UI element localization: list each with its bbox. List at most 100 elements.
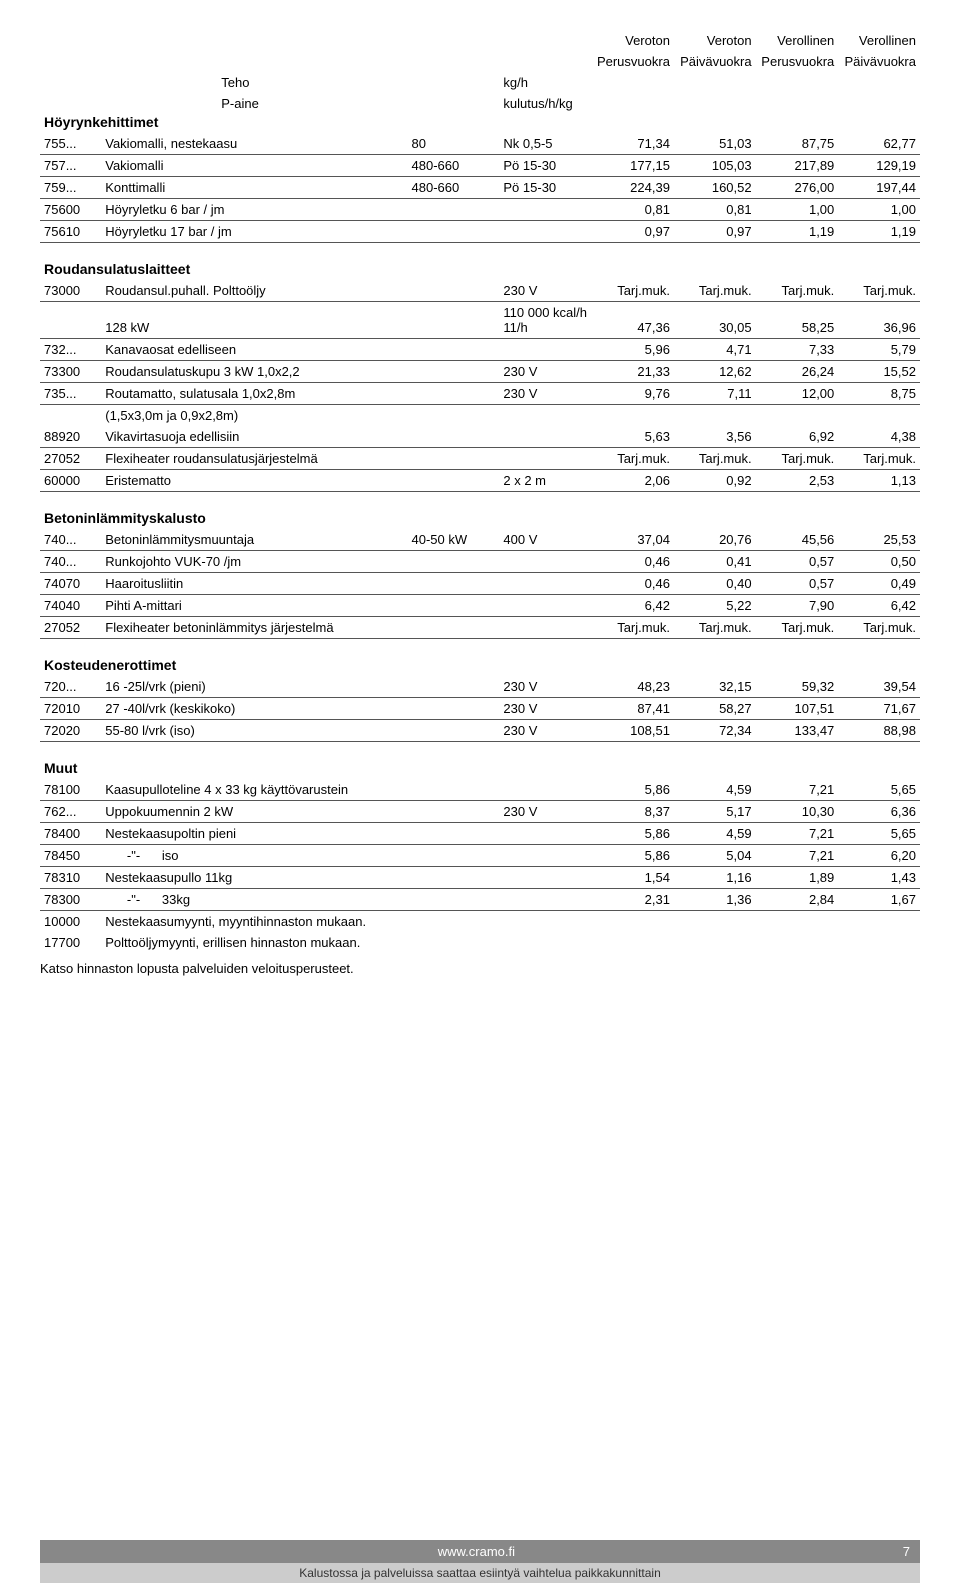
cell-spec2 [499, 823, 591, 845]
cell-spec2 [499, 932, 591, 953]
cell-desc: Nestekaasupoltin pieni [101, 823, 407, 845]
cell-v2: 0,81 [674, 199, 756, 221]
cell-spec1: 80 [408, 133, 500, 155]
cell-spec1 [408, 779, 500, 801]
cell-code: 78300 [40, 889, 101, 911]
cell-v4: 15,52 [838, 361, 920, 383]
cell-desc: Höyryletku 6 bar / jm [101, 199, 407, 221]
cell-v1: 5,96 [591, 339, 674, 361]
cell-v1: 21,33 [591, 361, 674, 383]
cell-v2 [674, 911, 756, 933]
cell-v4: 6,42 [838, 595, 920, 617]
page-footer: www.cramo.fi 7 Kalustossa ja palveluissa… [40, 1540, 920, 1583]
cell-v4: 0,50 [838, 551, 920, 573]
cell-v3: 6,92 [756, 426, 839, 448]
cell-v1 [591, 932, 674, 953]
cell-spec1 [408, 302, 500, 339]
cell-v4: 1,67 [838, 889, 920, 911]
cell-code: 755... [40, 133, 101, 155]
cell-desc: Vikavirtasuoja edellisiin [101, 426, 407, 448]
footer-url: www.cramo.fi [438, 1544, 515, 1559]
cell-spec2: 400 V [499, 529, 591, 551]
cell-v4: 88,98 [838, 720, 920, 742]
cell-spec1 [408, 221, 500, 243]
cell-code: 88920 [40, 426, 101, 448]
cell-spec1 [408, 889, 500, 911]
cell-spec1 [408, 405, 500, 427]
cell-spec2 [499, 911, 591, 933]
cell-v4 [838, 932, 920, 953]
cell-spec1 [408, 720, 500, 742]
table-row: 10000Nestekaasumyynti, myyntihinnaston m… [40, 911, 920, 933]
cell-spec1 [408, 280, 500, 302]
table-row: 7201027 -40l/vrk (keskikoko)230 V87,4158… [40, 698, 920, 720]
cell-spec2: 230 V [499, 801, 591, 823]
table-row: 88920Vikavirtasuoja edellisiin5,633,566,… [40, 426, 920, 448]
cell-v2: Tarj.muk. [674, 617, 756, 639]
cell-v2: 105,03 [674, 155, 756, 177]
cell-v1 [591, 405, 674, 427]
cell-v3: 87,75 [756, 133, 839, 155]
cell-spec1 [408, 867, 500, 889]
cell-v2: 30,05 [674, 302, 756, 339]
cell-v2: 4,71 [674, 339, 756, 361]
table-row: 27052Flexiheater roudansulatusjärjestelm… [40, 448, 920, 470]
cell-v1: 9,76 [591, 383, 674, 405]
table-row: 78450 -"- iso5,865,047,216,20 [40, 845, 920, 867]
cell-v2: 7,11 [674, 383, 756, 405]
cell-v2: Tarj.muk. [674, 448, 756, 470]
cell-spec1 [408, 911, 500, 933]
cell-v3: Tarj.muk. [756, 617, 839, 639]
cell-v2: 3,56 [674, 426, 756, 448]
cell-desc: Vakiomalli, nestekaasu [101, 133, 407, 155]
cell-v1: 0,81 [591, 199, 674, 221]
price-table: Veroton Veroton Verollinen Verollinen Pe… [40, 30, 920, 953]
table-row: 75600Höyryletku 6 bar / jm0,810,811,001,… [40, 199, 920, 221]
cell-spec2: Pö 15-30 [499, 155, 591, 177]
table-row: 78300 -"- 33kg2,311,362,841,67 [40, 889, 920, 911]
cell-spec1 [408, 426, 500, 448]
cell-code: 75600 [40, 199, 101, 221]
cell-code: 762... [40, 801, 101, 823]
cell-spec2: 230 V [499, 280, 591, 302]
footer-note: Katso hinnaston lopusta palveluiden velo… [40, 953, 920, 976]
cell-v4: 6,36 [838, 801, 920, 823]
cell-spec1 [408, 595, 500, 617]
cell-v2: 4,59 [674, 779, 756, 801]
cell-v2: 20,76 [674, 529, 756, 551]
cell-v2: 51,03 [674, 133, 756, 155]
cell-v3: 7,21 [756, 823, 839, 845]
section-title: Kosteudenerottimet [40, 639, 920, 677]
cell-v3: 7,21 [756, 845, 839, 867]
col-header-v1b: Perusvuokra [591, 51, 674, 72]
cell-spec2 [499, 779, 591, 801]
cell-spec1 [408, 383, 500, 405]
cell-code: 740... [40, 529, 101, 551]
cell-v4: 6,20 [838, 845, 920, 867]
cell-spec2 [499, 867, 591, 889]
table-row: 78100Kaasupulloteline 4 x 33 kg käyttöva… [40, 779, 920, 801]
cell-desc: Uppokuumennin 2 kW [101, 801, 407, 823]
col-header-paine: P-aine [101, 93, 407, 114]
cell-v3: 217,89 [756, 155, 839, 177]
cell-code: 78400 [40, 823, 101, 845]
cell-spec2: 230 V [499, 720, 591, 742]
cell-code: 17700 [40, 932, 101, 953]
cell-v1: 177,15 [591, 155, 674, 177]
col-header-teho: Teho [101, 72, 407, 93]
cell-v2: 4,59 [674, 823, 756, 845]
cell-v3: 1,00 [756, 199, 839, 221]
cell-spec2 [499, 448, 591, 470]
cell-v1: 224,39 [591, 177, 674, 199]
cell-code: 27052 [40, 448, 101, 470]
cell-spec2: 230 V [499, 676, 591, 698]
cell-code: 27052 [40, 617, 101, 639]
cell-code: 78450 [40, 845, 101, 867]
table-row: 740...Runkojohto VUK-70 /jm0,460,410,570… [40, 551, 920, 573]
cell-code: 74040 [40, 595, 101, 617]
cell-code: 73000 [40, 280, 101, 302]
cell-v2: 0,40 [674, 573, 756, 595]
cell-spec2 [499, 617, 591, 639]
cell-v2 [674, 405, 756, 427]
cell-desc: Eristematto [101, 470, 407, 492]
